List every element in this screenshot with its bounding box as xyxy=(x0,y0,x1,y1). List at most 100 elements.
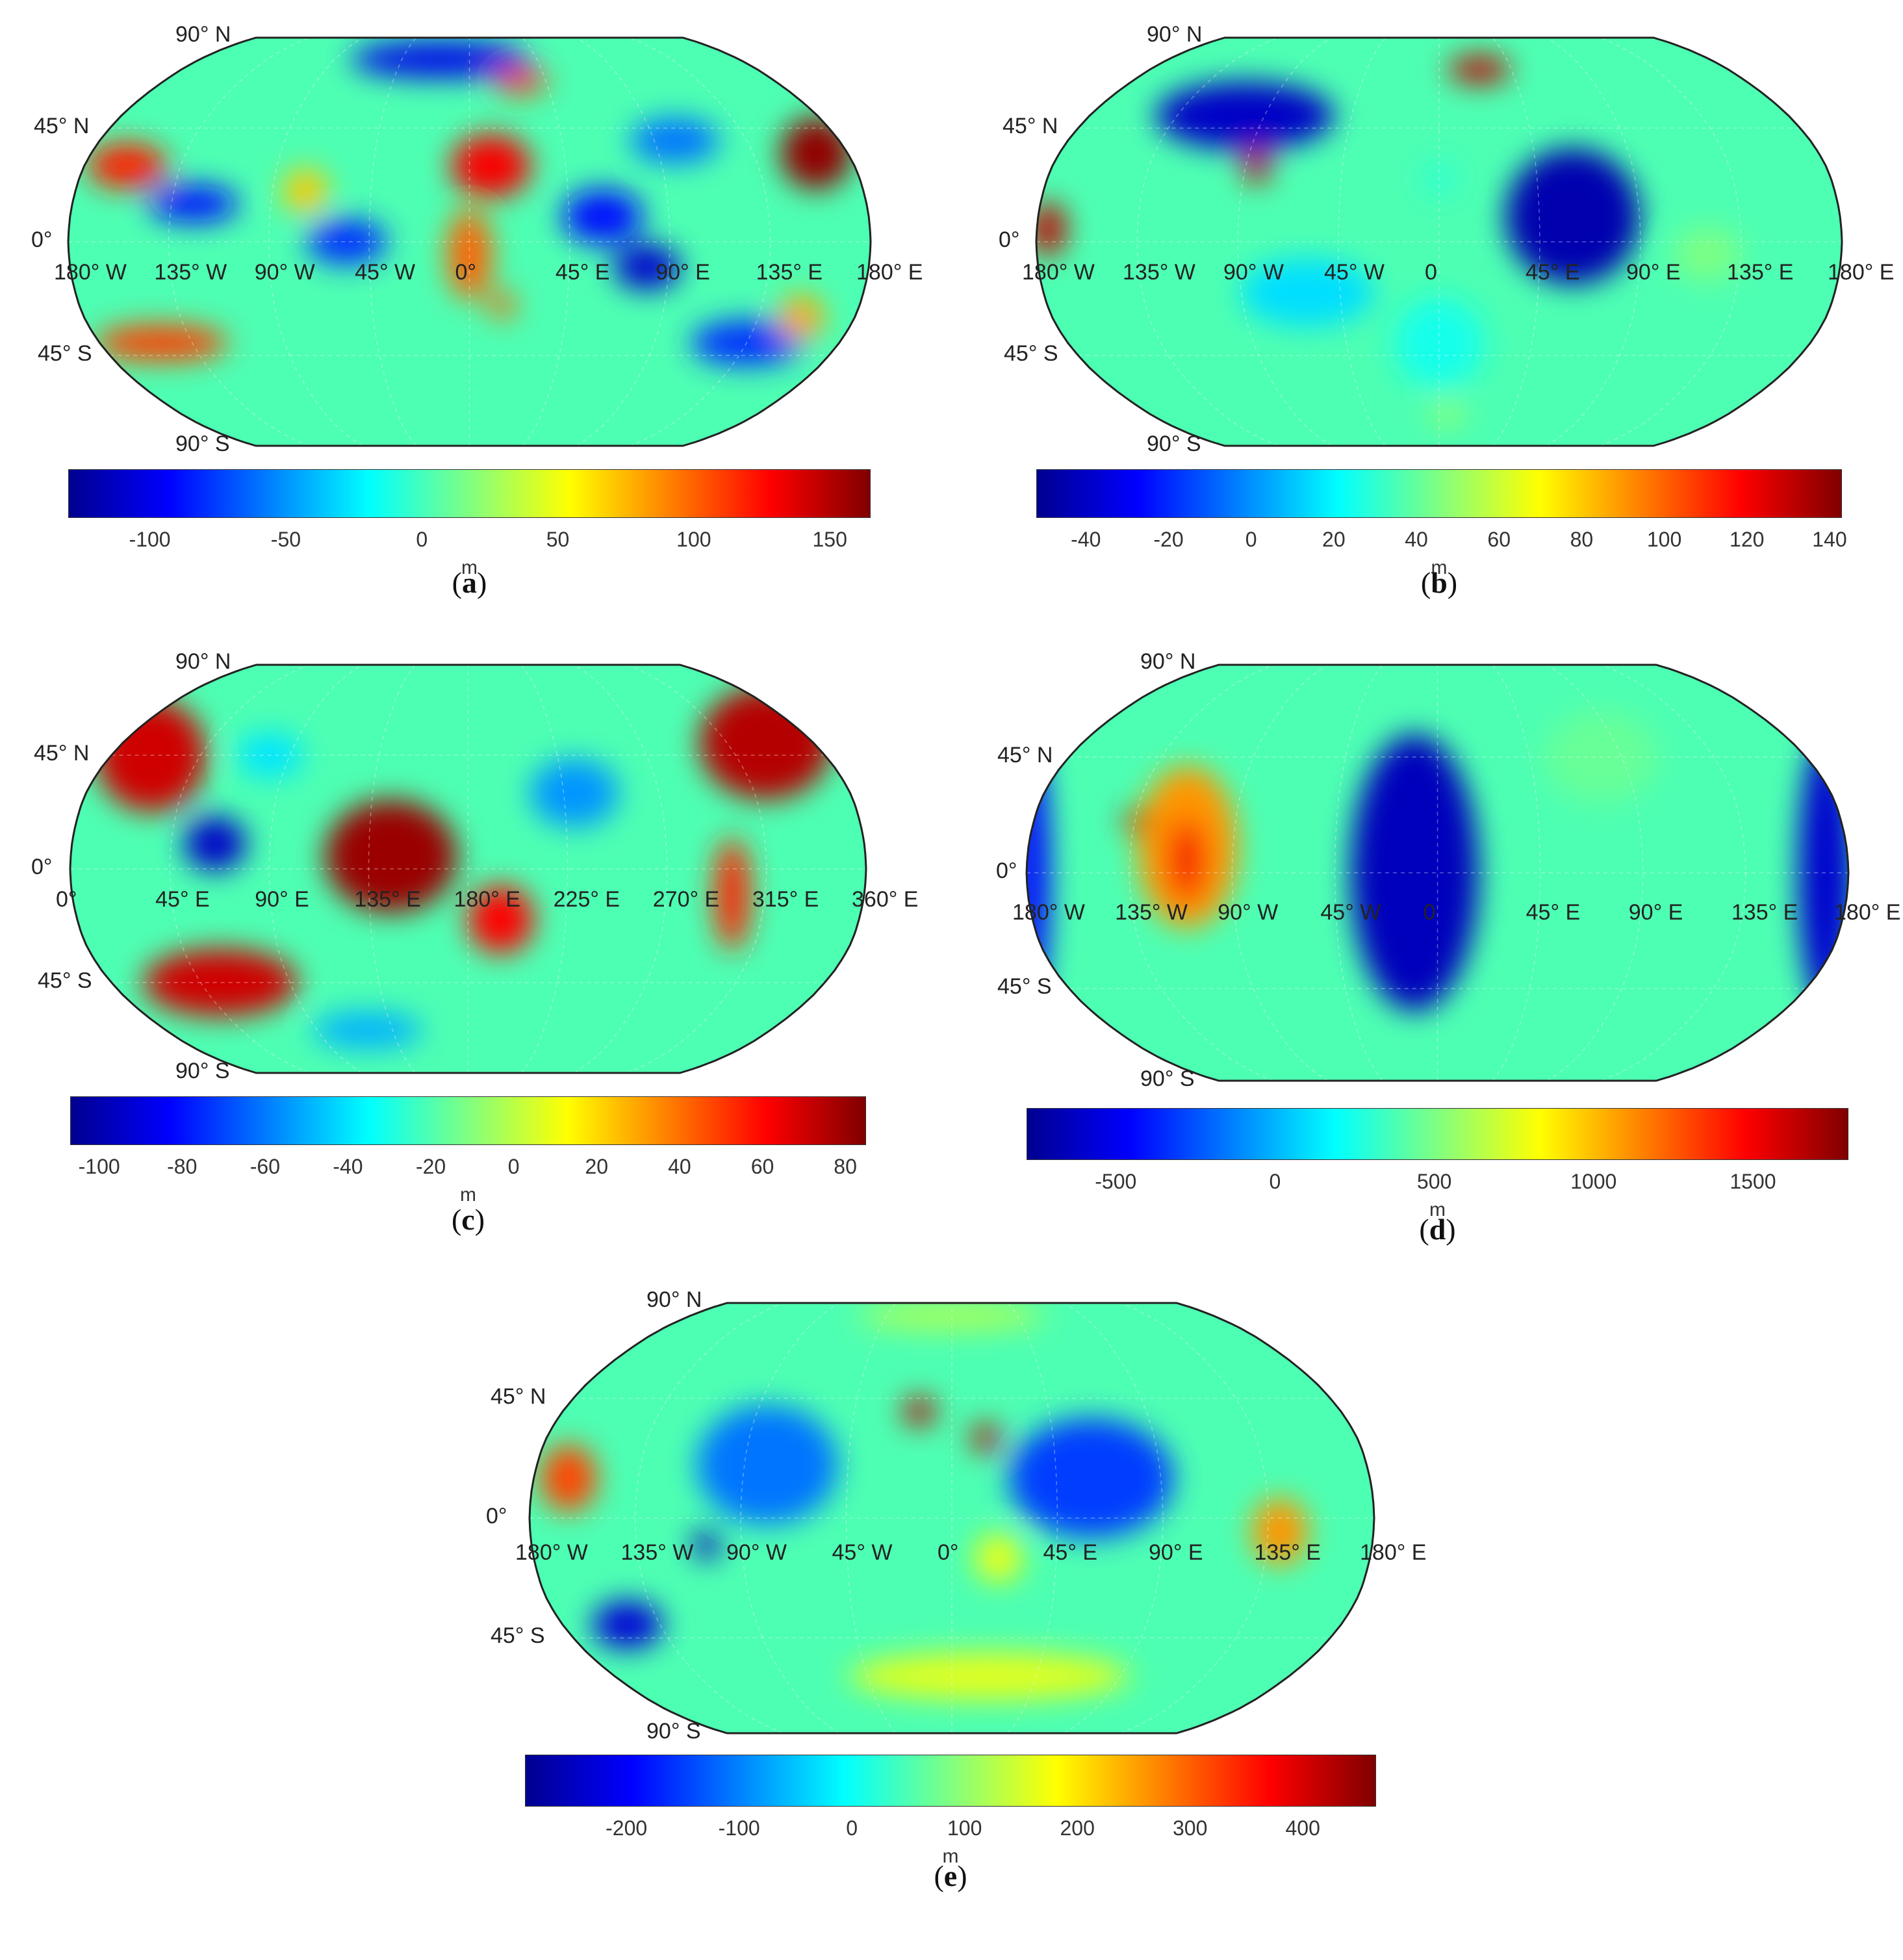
lon-label: 0° xyxy=(938,1540,959,1565)
anomaly-blob xyxy=(858,1303,1046,1331)
colorbar-tick-label: -100 xyxy=(129,528,171,551)
lon-label: 90° E xyxy=(656,260,710,285)
map-svg xyxy=(1035,36,1843,447)
graticule-meridian xyxy=(1492,38,1540,446)
anomaly-blob xyxy=(283,168,328,214)
colorbar-unit: m xyxy=(461,557,478,578)
lon-label: 360° E xyxy=(852,887,919,912)
anomaly-blob xyxy=(1505,148,1641,285)
colorbar-tick-label: -20 xyxy=(415,1155,446,1178)
colorbar-tick-label: 150 xyxy=(812,528,847,551)
lon-label: 180° E xyxy=(856,260,923,285)
lon-label: 180° W xyxy=(515,1540,588,1565)
colorbar-tick-label: 300 xyxy=(1173,1816,1208,1840)
colorbar-tick-label: 100 xyxy=(1646,528,1682,551)
lon-label: 225° E xyxy=(553,887,620,912)
colorbar-tick-label: -500 xyxy=(1095,1170,1137,1193)
anomaly-blob xyxy=(971,1423,1000,1452)
graticule-meridian xyxy=(634,1303,784,1733)
colorbar-tick-label: 0 xyxy=(507,1155,520,1178)
map-outline xyxy=(69,664,867,1074)
anomaly-blob xyxy=(562,189,643,244)
lat-label: 45° N xyxy=(1003,114,1058,139)
panel-caption: (d) xyxy=(1419,1213,1456,1246)
panel-d: 90° N 45° N 0° 45° S 90° S 180° W 135° W 90° W 4… xyxy=(952,627,1903,1277)
map-svg xyxy=(67,36,872,447)
lon-label: 45° E xyxy=(1526,900,1581,925)
colorbar-tick-label: 100 xyxy=(676,528,711,551)
anomaly-blob xyxy=(149,185,238,222)
anomaly-blob xyxy=(540,1444,597,1512)
lat-label: 0° xyxy=(996,858,1017,883)
lon-label: 135° W xyxy=(154,260,227,285)
graticule-meridian xyxy=(268,38,363,446)
lon-label: 135° E xyxy=(354,887,421,912)
colorbar-tick-label: 1000 xyxy=(1570,1170,1617,1193)
colorbar-tick-label: 40 xyxy=(668,1155,691,1178)
lon-label: 45° W xyxy=(832,1540,893,1565)
lat-label: 90° N xyxy=(175,649,231,674)
map-outline xyxy=(1025,664,1850,1082)
colorbar-tick-label: -200 xyxy=(606,1816,648,1840)
colorbar-unit: m xyxy=(460,1184,476,1206)
lon-label: 45° W xyxy=(1320,900,1381,925)
graticule-meridian xyxy=(626,665,767,1073)
colorbar xyxy=(1036,469,1842,518)
lon-label: 90° E xyxy=(1626,260,1681,285)
colorbar-unit: m xyxy=(1429,1199,1446,1220)
lat-label: 90° N xyxy=(175,22,231,47)
graticule-meridian xyxy=(168,38,310,446)
colorbar-tick-label: 20 xyxy=(585,1155,609,1178)
lat-label: 45° N xyxy=(491,1384,546,1409)
colorbar xyxy=(1027,1108,1848,1160)
anomaly-blob xyxy=(1240,258,1375,327)
panel-a: 90° N 45° N 0° 45° S 90° S 180° W 135° W 90° W 4… xyxy=(0,0,951,650)
lat-label: 90° N xyxy=(1147,22,1203,47)
lat-label: 0° xyxy=(31,227,53,252)
colorbar-tick-label: 50 xyxy=(546,528,570,551)
lon-label: 315° E xyxy=(752,887,819,912)
lat-label: 45° S xyxy=(997,974,1052,999)
colorbar-tick-label: 200 xyxy=(1060,1816,1095,1840)
colorbar-tick-label: 60 xyxy=(1487,528,1511,551)
lon-label: 90° E xyxy=(255,887,309,912)
lat-label: 90° N xyxy=(646,1287,702,1312)
colorbar-tick-label: 500 xyxy=(1416,1170,1452,1193)
lon-label: 135° W xyxy=(1115,900,1188,925)
colorbar-tick-label: 140 xyxy=(1812,528,1847,551)
anomaly-blob xyxy=(691,320,803,366)
panel-caption: (b) xyxy=(1420,566,1458,599)
lat-label: 90° S xyxy=(1140,1066,1195,1091)
lon-label: 45° E xyxy=(555,260,610,285)
lon-label: 0° xyxy=(56,887,77,912)
colorbar-tick-label: -100 xyxy=(718,1816,760,1840)
graticule-meridian xyxy=(576,38,671,446)
panel-b: 90° N 45° N 0° 45° S 90° S 180° W 135° W 90° W 4… xyxy=(952,0,1903,650)
colorbar-tick-label: 0 xyxy=(1269,1170,1281,1193)
lat-label: 45° S xyxy=(1004,341,1058,366)
lat-label: 90° N xyxy=(1140,649,1196,674)
lon-label: 180° W xyxy=(1012,900,1085,925)
graticule-meridian xyxy=(268,665,363,1073)
lon-label: 180° E xyxy=(453,887,520,912)
anomaly-blob xyxy=(714,837,750,951)
lat-label: 45° S xyxy=(491,1623,545,1649)
anomaly-blob xyxy=(447,209,492,300)
colorbar-tick-label: -40 xyxy=(333,1155,363,1178)
anomaly-blob xyxy=(613,244,681,290)
colorbar-tick-label: -20 xyxy=(1153,528,1184,551)
lon-label: 135° E xyxy=(1254,1540,1321,1565)
graticule-meridian xyxy=(169,665,310,1073)
lat-label: 90° S xyxy=(175,432,230,456)
lon-label: 135° E xyxy=(1731,900,1798,925)
graticule-meridian xyxy=(845,1303,897,1733)
panel-c: 90° N 45° N 0° 45° S 90° S 0° 45° E 90° E 135° E… xyxy=(0,627,951,1277)
colorbar xyxy=(525,1755,1376,1807)
lon-label: 180° W xyxy=(54,260,127,285)
panel-caption: (c) xyxy=(451,1203,485,1236)
lat-label: 0° xyxy=(999,227,1020,252)
lon-label: 45° E xyxy=(1526,260,1580,285)
lat-label: 45° N xyxy=(997,742,1053,767)
panel-caption: (e) xyxy=(934,1859,967,1892)
lon-label: 135° E xyxy=(1727,260,1794,285)
